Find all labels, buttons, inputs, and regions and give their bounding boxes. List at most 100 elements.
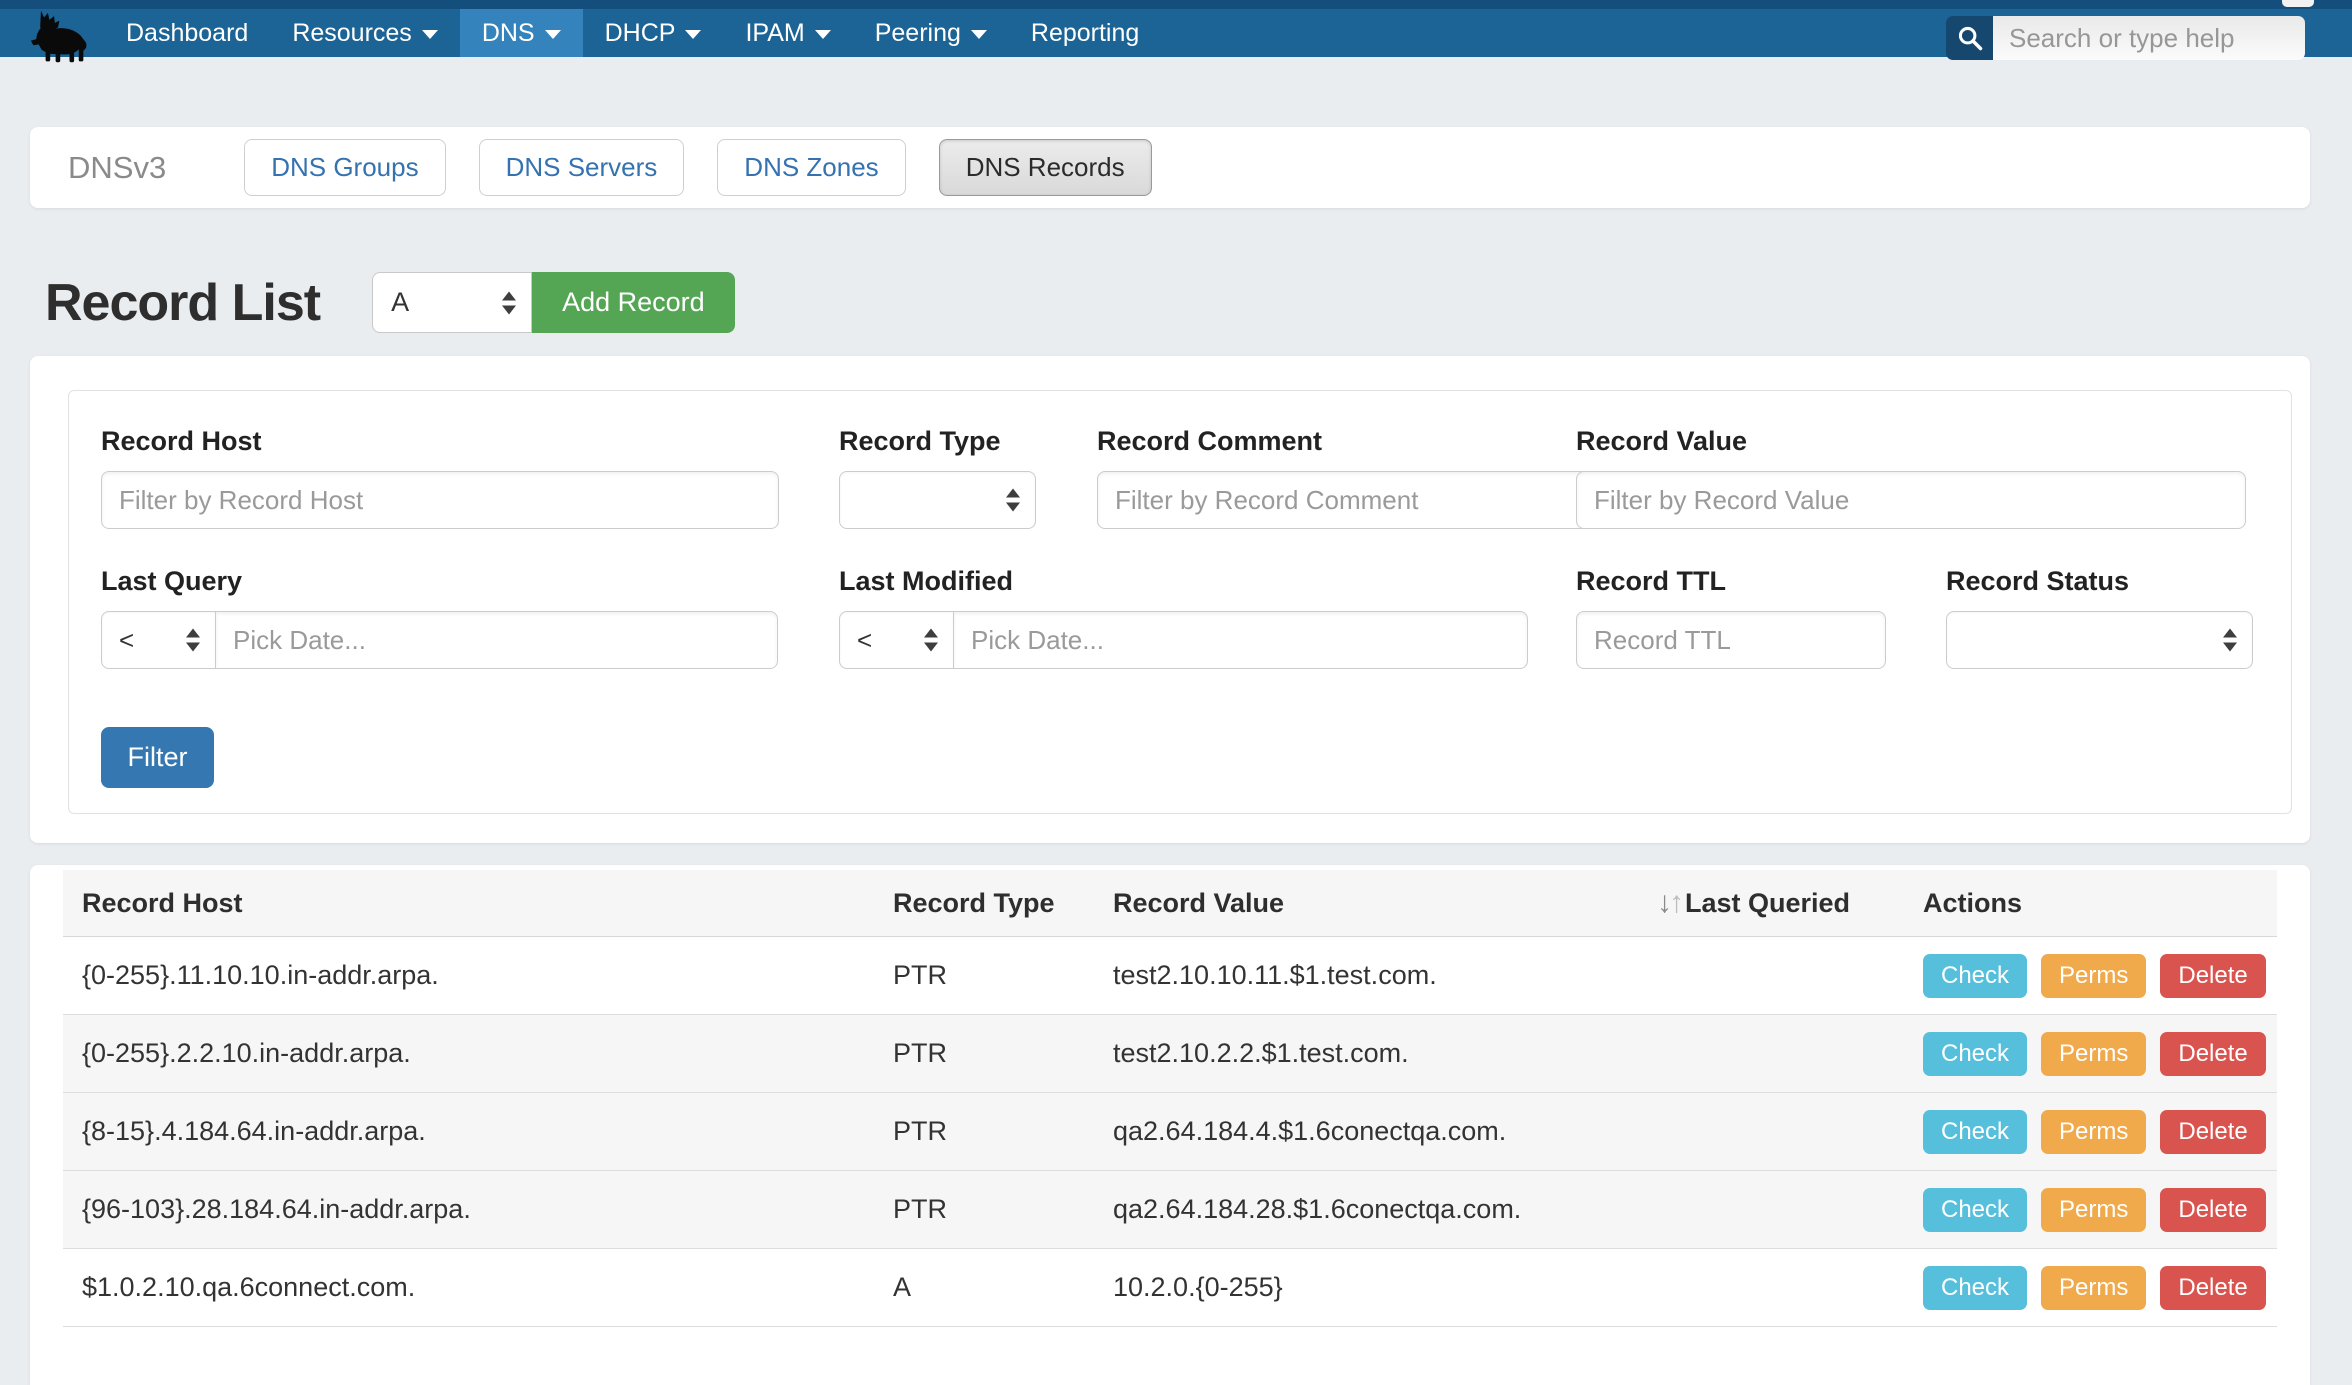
search-icon-button[interactable] bbox=[1946, 16, 1993, 60]
record-host-label: Record Host bbox=[101, 426, 779, 457]
delete-button[interactable]: Delete bbox=[2160, 1032, 2265, 1076]
record-comment-label: Record Comment bbox=[1097, 426, 1642, 457]
chevron-down-icon bbox=[815, 30, 831, 39]
moose-logo[interactable] bbox=[0, 9, 104, 57]
filter-button[interactable]: Filter bbox=[101, 727, 214, 788]
cell-record-host: {0-255}.11.10.10.in-addr.arpa. bbox=[63, 960, 893, 991]
header-record-value: Record Value bbox=[1113, 888, 1657, 919]
select-spinner-icon bbox=[502, 291, 516, 314]
nav-item-dns[interactable]: DNS bbox=[460, 9, 583, 57]
perms-button[interactable]: Perms bbox=[2041, 1032, 2146, 1076]
check-button[interactable]: Check bbox=[1923, 1032, 2027, 1076]
filter-panel: Record Host Record Type Record Comment R… bbox=[68, 390, 2292, 814]
header-last-queried[interactable]: ↓↑ Last Queried bbox=[1657, 886, 1923, 920]
delete-button[interactable]: Delete bbox=[2160, 954, 2265, 998]
header-actions: Actions bbox=[1923, 888, 2277, 919]
perms-button[interactable]: Perms bbox=[2041, 1266, 2146, 1310]
record-status-filter-select[interactable] bbox=[1946, 611, 2253, 669]
chevron-down-icon bbox=[422, 30, 438, 39]
page-title: Record List bbox=[45, 273, 320, 333]
check-button[interactable]: Check bbox=[1923, 954, 2027, 998]
perms-button[interactable]: Perms bbox=[2041, 1110, 2146, 1154]
check-button[interactable]: Check bbox=[1923, 1266, 2027, 1310]
records-table: Record Host Record Type Record Value ↓↑ … bbox=[63, 870, 2277, 1327]
nav-item-label: Dashboard bbox=[126, 19, 248, 48]
header-record-type: Record Type bbox=[893, 888, 1113, 919]
cell-actions: Check Perms Delete bbox=[1923, 1110, 2277, 1154]
chevron-down-icon bbox=[545, 30, 561, 39]
nav-item-ipam[interactable]: IPAM bbox=[723, 9, 852, 57]
select-spinner-icon bbox=[1006, 489, 1020, 512]
record-type-add-select[interactable]: A bbox=[372, 272, 532, 333]
header-last-queried-label: Last Queried bbox=[1685, 888, 1850, 919]
table-header-row: Record Host Record Type Record Value ↓↑ … bbox=[63, 870, 2277, 937]
table-row: {96-103}.28.184.64.in-addr.arpa. PTR qa2… bbox=[63, 1171, 2277, 1249]
nav-item-reporting[interactable]: Reporting bbox=[1009, 9, 1161, 57]
perms-button[interactable]: Perms bbox=[2041, 1188, 2146, 1232]
nav-item-label: Resources bbox=[292, 19, 412, 48]
check-button[interactable]: Check bbox=[1923, 1188, 2027, 1232]
nav-item-label: DHCP bbox=[605, 19, 676, 48]
cell-record-value: test2.10.2.2.$1.test.com. bbox=[1113, 1038, 1657, 1069]
record-ttl-filter-input[interactable] bbox=[1576, 611, 1886, 669]
record-status-label: Record Status bbox=[1946, 566, 2253, 597]
delete-button[interactable]: Delete bbox=[2160, 1188, 2265, 1232]
nav-item-label: Peering bbox=[875, 19, 961, 48]
last-modified-date-input[interactable] bbox=[953, 611, 1528, 669]
cell-record-value: qa2.64.184.4.$1.6conectqa.com. bbox=[1113, 1116, 1657, 1147]
select-spinner-icon bbox=[186, 629, 200, 652]
table-row: {0-255}.11.10.10.in-addr.arpa. PTR test2… bbox=[63, 937, 2277, 1015]
record-type-filter-select[interactable] bbox=[839, 471, 1036, 529]
table-row: $1.0.2.10.qa.6connect.com. A 10.2.0.{0-2… bbox=[63, 1249, 2277, 1327]
nav-item-peering[interactable]: Peering bbox=[853, 9, 1009, 57]
tab-dns-servers[interactable]: DNS Servers bbox=[479, 139, 685, 196]
cell-record-host: {0-255}.2.2.10.in-addr.arpa. bbox=[63, 1038, 893, 1069]
top-right-notch bbox=[2282, 0, 2314, 7]
nav-item-dashboard[interactable]: Dashboard bbox=[104, 9, 270, 57]
dnsv3-title: DNSv3 bbox=[68, 150, 166, 186]
record-value-filter-input[interactable] bbox=[1576, 471, 2246, 529]
tab-dns-zones[interactable]: DNS Zones bbox=[717, 139, 905, 196]
top-strip bbox=[0, 0, 2352, 9]
table-row: {0-255}.2.2.10.in-addr.arpa. PTR test2.1… bbox=[63, 1015, 2277, 1093]
chevron-down-icon bbox=[971, 30, 987, 39]
record-type-add-selected: A bbox=[391, 287, 409, 318]
last-modified-operator-value: < bbox=[857, 625, 872, 656]
dnsv3-subnav: DNSv3 DNS Groups DNS Servers DNS Zones D… bbox=[30, 127, 2310, 208]
cell-record-type: A bbox=[893, 1272, 1113, 1303]
cell-record-host: $1.0.2.10.qa.6connect.com. bbox=[63, 1272, 893, 1303]
header-record-host: Record Host bbox=[63, 888, 893, 919]
cell-record-type: PTR bbox=[893, 960, 1113, 991]
nav-item-resources[interactable]: Resources bbox=[270, 9, 460, 57]
record-comment-filter-input[interactable] bbox=[1097, 471, 1642, 529]
cell-record-value: 10.2.0.{0-255} bbox=[1113, 1272, 1657, 1303]
record-ttl-label: Record TTL bbox=[1576, 566, 1886, 597]
search-input[interactable] bbox=[1993, 16, 2305, 60]
table-body: {0-255}.11.10.10.in-addr.arpa. PTR test2… bbox=[63, 937, 2277, 1327]
nav-item-dhcp[interactable]: DHCP bbox=[583, 9, 724, 57]
filter-card: Record Host Record Type Record Comment R… bbox=[30, 356, 2310, 843]
tab-dns-groups[interactable]: DNS Groups bbox=[244, 139, 445, 196]
delete-button[interactable]: Delete bbox=[2160, 1110, 2265, 1154]
delete-button[interactable]: Delete bbox=[2160, 1266, 2265, 1310]
check-button[interactable]: Check bbox=[1923, 1110, 2027, 1154]
tab-dns-records[interactable]: DNS Records bbox=[939, 139, 1152, 196]
nav-item-label: DNS bbox=[482, 19, 535, 48]
nav-items: Dashboard Resources DNS DHCP IPAM Peerin… bbox=[104, 9, 1161, 57]
last-query-operator-select[interactable]: < bbox=[101, 611, 216, 669]
search-icon bbox=[1956, 24, 1984, 52]
add-record-button[interactable]: Add Record bbox=[532, 272, 735, 333]
last-modified-operator-select[interactable]: < bbox=[839, 611, 954, 669]
cell-record-type: PTR bbox=[893, 1116, 1113, 1147]
sort-icon: ↓↑ bbox=[1657, 886, 1681, 920]
select-spinner-icon bbox=[924, 629, 938, 652]
nav-item-label: IPAM bbox=[745, 19, 804, 48]
records-table-card: Record Host Record Type Record Value ↓↑ … bbox=[30, 865, 2310, 1385]
record-list-header: Record List A Add Record bbox=[45, 272, 735, 333]
last-query-operator-value: < bbox=[119, 625, 134, 656]
record-host-filter-input[interactable] bbox=[101, 471, 779, 529]
perms-button[interactable]: Perms bbox=[2041, 954, 2146, 998]
cell-record-value: test2.10.10.11.$1.test.com. bbox=[1113, 960, 1657, 991]
last-query-date-input[interactable] bbox=[215, 611, 778, 669]
global-search bbox=[1946, 16, 2305, 60]
